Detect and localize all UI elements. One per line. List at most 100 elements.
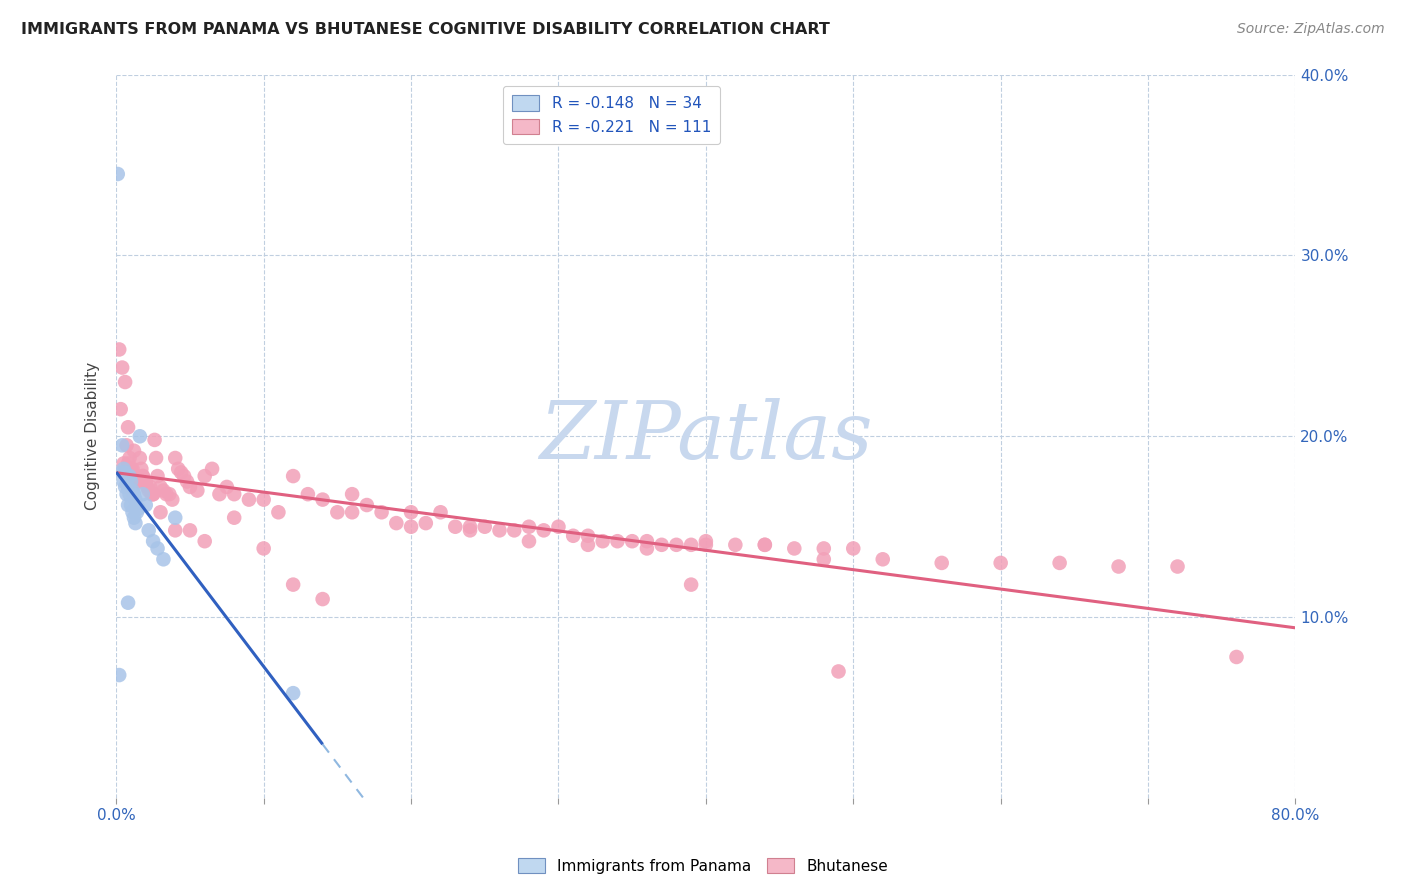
Point bbox=[636, 541, 658, 556]
Point bbox=[429, 505, 451, 519]
Point bbox=[636, 534, 658, 549]
Point bbox=[297, 487, 319, 501]
Point bbox=[201, 462, 224, 476]
Point bbox=[385, 516, 408, 530]
Point bbox=[124, 469, 146, 483]
Point bbox=[138, 483, 160, 498]
Point bbox=[117, 596, 139, 610]
Point bbox=[127, 501, 149, 516]
Point bbox=[458, 524, 481, 538]
Point bbox=[370, 505, 392, 519]
Text: Source: ZipAtlas.com: Source: ZipAtlas.com bbox=[1237, 22, 1385, 37]
Point bbox=[179, 524, 201, 538]
Point bbox=[125, 505, 148, 519]
Point bbox=[112, 457, 135, 471]
Point bbox=[224, 487, 246, 501]
Point bbox=[176, 475, 198, 489]
Point bbox=[827, 665, 849, 679]
Point bbox=[162, 492, 184, 507]
Point bbox=[503, 524, 526, 538]
Point bbox=[311, 592, 333, 607]
Point bbox=[142, 487, 165, 501]
Point bbox=[167, 462, 190, 476]
Point bbox=[115, 438, 138, 452]
Point bbox=[157, 487, 180, 501]
Point bbox=[134, 475, 156, 489]
Point bbox=[194, 534, 217, 549]
Point bbox=[114, 375, 136, 389]
Point bbox=[754, 538, 776, 552]
Point bbox=[128, 450, 150, 465]
Point bbox=[592, 534, 614, 549]
Point bbox=[145, 450, 167, 465]
Text: IMMIGRANTS FROM PANAMA VS BHUTANESE COGNITIVE DISABILITY CORRELATION CHART: IMMIGRANTS FROM PANAMA VS BHUTANESE COGN… bbox=[21, 22, 830, 37]
Point bbox=[621, 534, 644, 549]
Point bbox=[517, 520, 540, 534]
Point bbox=[415, 516, 437, 530]
Point bbox=[115, 469, 138, 483]
Point bbox=[533, 524, 555, 538]
Point bbox=[121, 462, 143, 476]
Point bbox=[135, 498, 157, 512]
Point bbox=[125, 475, 148, 489]
Point bbox=[695, 534, 717, 549]
Point bbox=[326, 505, 349, 519]
Point bbox=[124, 492, 146, 507]
Point bbox=[124, 516, 146, 530]
Point bbox=[1167, 559, 1189, 574]
Point bbox=[872, 552, 894, 566]
Point bbox=[107, 167, 129, 181]
Point bbox=[141, 487, 163, 501]
Point bbox=[117, 480, 139, 494]
Y-axis label: Cognitive Disability: Cognitive Disability bbox=[86, 362, 100, 510]
Point bbox=[132, 469, 155, 483]
Point bbox=[120, 462, 142, 476]
Point bbox=[681, 577, 703, 591]
Point bbox=[149, 505, 172, 519]
Point bbox=[1225, 650, 1247, 665]
Point bbox=[118, 469, 141, 483]
Point bbox=[122, 443, 145, 458]
Point bbox=[149, 480, 172, 494]
Point bbox=[118, 450, 141, 465]
Point bbox=[111, 360, 134, 375]
Point bbox=[138, 524, 160, 538]
Point bbox=[267, 505, 290, 519]
Point bbox=[813, 541, 835, 556]
Point bbox=[111, 438, 134, 452]
Point bbox=[576, 529, 599, 543]
Point bbox=[122, 510, 145, 524]
Point bbox=[990, 556, 1012, 570]
Point bbox=[110, 402, 132, 417]
Point bbox=[122, 469, 145, 483]
Point bbox=[165, 450, 187, 465]
Point bbox=[399, 520, 422, 534]
Legend: R = -0.148   N = 34, R = -0.221   N = 111: R = -0.148 N = 34, R = -0.221 N = 111 bbox=[503, 86, 720, 144]
Point bbox=[152, 552, 174, 566]
Point bbox=[173, 469, 195, 483]
Text: ZIPatlas: ZIPatlas bbox=[538, 398, 873, 475]
Point bbox=[142, 534, 165, 549]
Point bbox=[576, 538, 599, 552]
Point bbox=[695, 538, 717, 552]
Point bbox=[813, 552, 835, 566]
Point bbox=[340, 505, 363, 519]
Point bbox=[114, 466, 136, 480]
Point bbox=[224, 510, 246, 524]
Point bbox=[665, 538, 688, 552]
Point bbox=[340, 487, 363, 501]
Point bbox=[120, 475, 142, 489]
Point bbox=[132, 469, 155, 483]
Point bbox=[139, 480, 162, 494]
Point bbox=[842, 541, 865, 556]
Point bbox=[146, 541, 169, 556]
Point bbox=[1049, 556, 1071, 570]
Point bbox=[121, 505, 143, 519]
Point bbox=[458, 520, 481, 534]
Point bbox=[143, 433, 166, 447]
Point bbox=[108, 343, 131, 357]
Point bbox=[517, 534, 540, 549]
Point bbox=[121, 483, 143, 498]
Point bbox=[547, 520, 569, 534]
Point bbox=[474, 520, 496, 534]
